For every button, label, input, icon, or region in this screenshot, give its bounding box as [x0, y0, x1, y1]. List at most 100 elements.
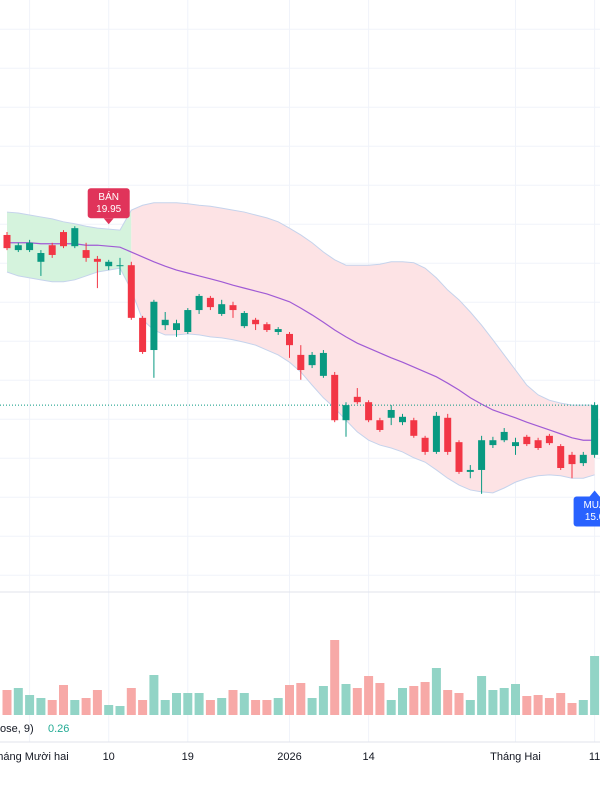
- volume-bar: [104, 705, 114, 715]
- volume-bar: [92, 690, 102, 715]
- signal-value: 15.0: [585, 512, 600, 523]
- candle-body: [557, 446, 565, 468]
- volume-bar: [443, 690, 453, 715]
- candle-body: [93, 258, 101, 262]
- volume-bar: [13, 688, 23, 715]
- volume-bar: [149, 675, 159, 715]
- volume-bar: [273, 698, 283, 715]
- candle-body: [410, 420, 418, 436]
- x-tick-label: Tháng Hai: [490, 751, 541, 763]
- signal-box: [573, 496, 600, 527]
- volume-bar: [126, 688, 136, 715]
- volume-bar: [567, 703, 577, 715]
- volume-bar: [590, 656, 600, 715]
- volume-bar: [262, 700, 272, 715]
- volume-bar: [59, 685, 68, 715]
- candle-body: [591, 405, 599, 455]
- volume-bar: [341, 684, 351, 715]
- volume-bar: [544, 698, 554, 715]
- candle-body: [184, 310, 192, 332]
- candle-body: [353, 396, 361, 403]
- candle-body: [71, 228, 79, 247]
- volume-bar: [522, 696, 532, 715]
- x-tick-label: 14: [362, 751, 374, 763]
- candle-body: [173, 323, 180, 331]
- volume-bar: [330, 640, 340, 715]
- indicator-legend: ose, 9): [0, 723, 34, 735]
- volume-bar: [25, 695, 35, 715]
- candle-body: [478, 440, 486, 470]
- volume-bar: [318, 686, 328, 715]
- volume-bar: [228, 690, 238, 715]
- x-tick-label: 10: [103, 751, 115, 763]
- volume-bar: [172, 693, 181, 715]
- volume-bar: [533, 695, 543, 715]
- candle-body: [387, 409, 395, 418]
- volume-bar: [375, 683, 385, 715]
- volume-bar: [578, 700, 588, 715]
- x-tick-label: 19: [182, 751, 194, 763]
- candle-body: [319, 352, 327, 376]
- candle-body: [297, 354, 305, 371]
- volume-bar: [386, 700, 396, 715]
- candle-body: [161, 319, 169, 326]
- volume-bar: [454, 693, 464, 715]
- volume-bar: [364, 676, 374, 715]
- volume-bar: [36, 698, 46, 715]
- candle-body: [195, 295, 203, 311]
- candle-body: [127, 265, 135, 318]
- candle-body: [218, 304, 226, 314]
- candle-body: [150, 301, 158, 351]
- volume-bar: [307, 698, 317, 715]
- candle-body: [26, 242, 34, 251]
- volume-bar: [556, 693, 566, 715]
- signal-arrow: [589, 490, 600, 497]
- candle-body: [308, 354, 316, 366]
- volume-bar: [296, 683, 306, 715]
- volume-bar: [2, 690, 12, 715]
- volume-bar: [160, 700, 170, 715]
- candle-body: [432, 415, 440, 452]
- volume-bar: [115, 706, 125, 715]
- candle-body: [3, 234, 11, 249]
- volume-bar: [194, 693, 204, 715]
- candle-body: [14, 245, 22, 251]
- candle-body: [252, 319, 260, 325]
- band-fill: [131, 202, 595, 493]
- candle-body: [240, 312, 248, 327]
- candle-body: [534, 440, 542, 449]
- volume-bar: [488, 690, 498, 715]
- candle-body: [37, 253, 45, 262]
- candle-body: [376, 420, 384, 430]
- volume-bar: [239, 693, 249, 715]
- candle-body: [229, 305, 237, 311]
- candle-body: [331, 374, 339, 421]
- signal-arrow: [103, 218, 114, 225]
- signal-name: BÁN: [98, 190, 119, 203]
- candle-body: [500, 431, 508, 441]
- volume-bar: [398, 688, 407, 715]
- volume-bar: [285, 685, 294, 715]
- volume-bar: [205, 700, 215, 715]
- candle-body: [421, 437, 429, 452]
- x-tick-label: 11: [589, 751, 600, 763]
- candle-body: [82, 250, 90, 258]
- candle-body: [206, 297, 214, 308]
- signal-name: MUA: [583, 500, 600, 511]
- candle-body: [489, 440, 497, 446]
- signal-value: 19.95: [96, 204, 121, 215]
- candle-body: [399, 416, 406, 423]
- candle-body: [579, 454, 587, 464]
- candle-body: [274, 329, 282, 332]
- volume-bar: [499, 688, 509, 715]
- band-upper: [6, 202, 595, 406]
- volume-bar: [431, 668, 441, 715]
- candle-body: [48, 245, 56, 255]
- candle-body: [444, 417, 452, 452]
- candle-body: [116, 265, 124, 267]
- candle-body: [568, 454, 576, 465]
- x-tick-label: 2026: [277, 751, 301, 763]
- band-fill: [7, 210, 132, 291]
- candle-body: [263, 324, 271, 331]
